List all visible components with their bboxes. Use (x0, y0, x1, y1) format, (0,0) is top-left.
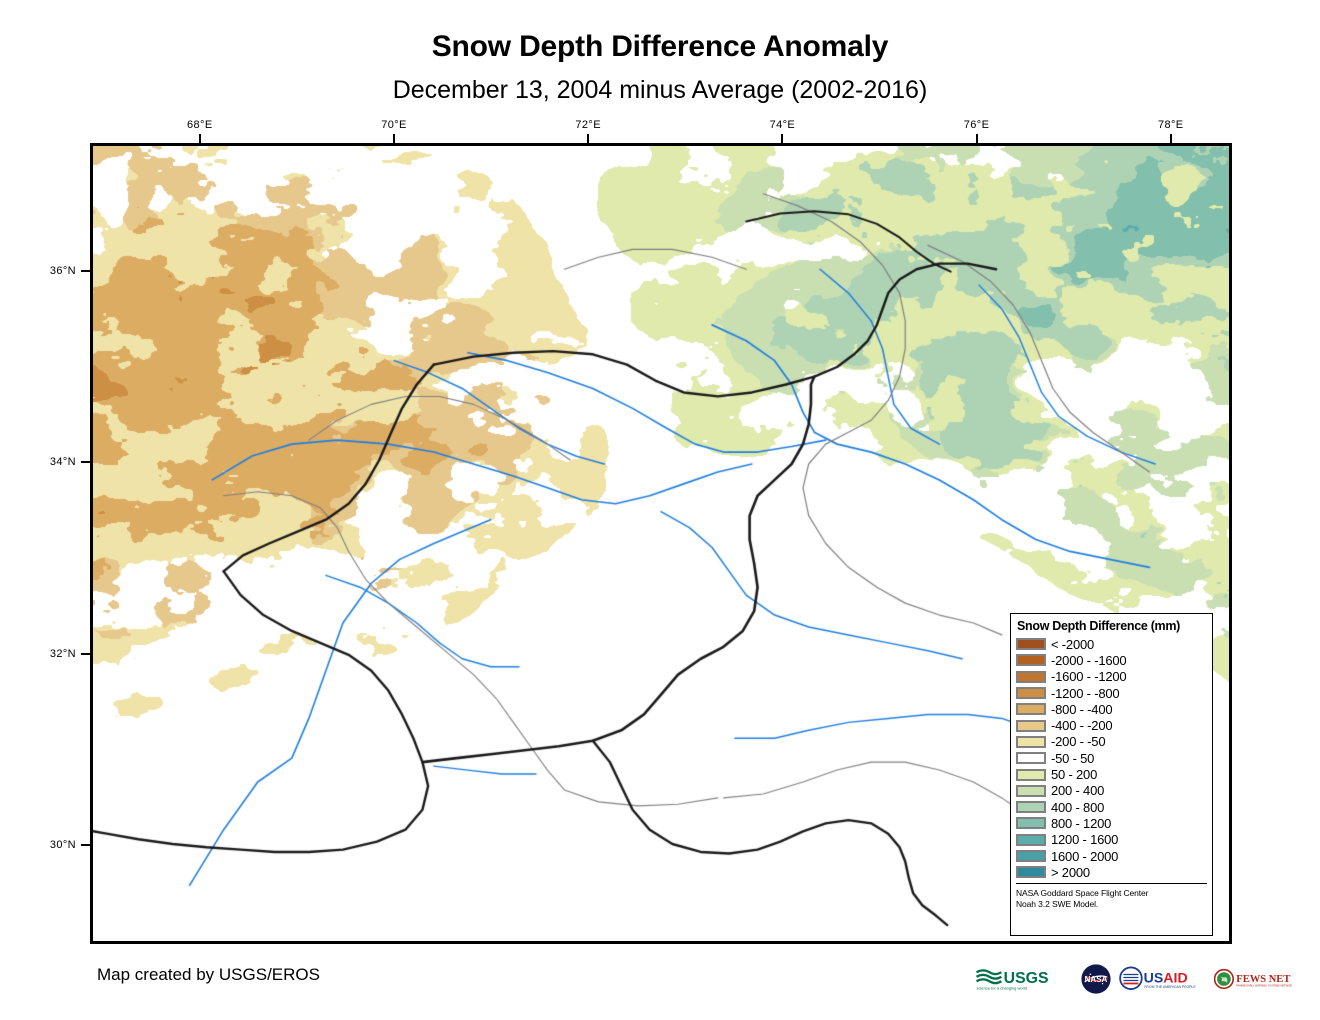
legend-swatch (1016, 784, 1046, 797)
legend-row: < -2000 (1016, 636, 1207, 652)
legend-swatch (1016, 670, 1046, 683)
legend-swatch (1016, 735, 1046, 748)
legend-row: 400 - 800 (1016, 799, 1207, 815)
legend-label: 800 - 1200 (1051, 815, 1112, 831)
legend-footer: NASA Goddard Space Flight Center Noah 3.… (1016, 888, 1207, 910)
legend-row: 1200 - 1600 (1016, 832, 1207, 848)
legend-row: 1600 - 2000 (1016, 848, 1207, 864)
legend-row: -1600 - -1200 (1016, 669, 1207, 685)
page-title: Snow Depth Difference Anomaly (431, 30, 889, 63)
legend-swatch (1016, 801, 1046, 814)
longitude-tick (781, 134, 784, 143)
legend-label: -200 - -50 (1051, 734, 1106, 750)
legend-label: 400 - 800 (1051, 799, 1105, 815)
longitude-tick (587, 134, 590, 143)
map-frame[interactable] (90, 143, 1232, 944)
legend-row: 200 - 400 (1016, 783, 1207, 799)
legend-label: -800 - -400 (1051, 701, 1113, 717)
legend-label: -2000 - -1600 (1051, 652, 1127, 668)
longitude-tick-label: 70°E (381, 119, 407, 131)
legend-row: -2000 - -1600 (1016, 652, 1207, 668)
longitude-tick (198, 134, 201, 143)
svg-text:USAID: USAID (1144, 971, 1188, 987)
longitude-tick (1169, 134, 1172, 143)
longitude-tick-label: 78°E (1157, 119, 1184, 131)
legend-label: 50 - 200 (1051, 767, 1098, 783)
legend-label: -50 - 50 (1051, 750, 1095, 766)
legend-swatch (1016, 638, 1046, 651)
svg-text:FROM THE AMERICAN PEOPLE: FROM THE AMERICAN PEOPLE (1144, 985, 1196, 989)
legend-label: -1200 - -800 (1051, 685, 1120, 701)
legend-row: 50 - 200 (1016, 766, 1207, 782)
latitude-tick (81, 461, 90, 464)
legend-swatch (1016, 719, 1046, 732)
legend-row: -400 - -200 (1016, 717, 1207, 733)
legend-label: -400 - -200 (1051, 718, 1113, 734)
legend-label: 1600 - 2000 (1051, 848, 1119, 864)
nasa-logo: NASA (1081, 964, 1111, 994)
legend-label: > 2000 (1051, 864, 1090, 880)
legend-footer-line1: NASA Goddard Space Flight Center (1016, 888, 1149, 899)
legend-swatch (1016, 752, 1046, 765)
legend-row: 800 - 1200 (1016, 815, 1207, 831)
logo-strip: USGS science for a changing world NASA U… (975, 960, 1292, 998)
svg-text:FEWS NET: FEWS NET (1236, 974, 1290, 985)
svg-text:science for a changing world: science for a changing world (977, 986, 1028, 991)
legend-swatch (1016, 833, 1046, 846)
legend-swatch (1016, 817, 1046, 830)
fewsnet-logo: FEWS NET FAMINE EARLY WARNING SYSTEMS NE… (1214, 968, 1292, 990)
legend-row: -1200 - -800 (1016, 685, 1207, 701)
longitude-tick-label: 76°E (963, 119, 990, 131)
longitude-tick (975, 134, 978, 143)
svg-text:USGS: USGS (1004, 970, 1049, 987)
legend-title: Snow Depth Difference (mm) (1017, 619, 1181, 633)
latitude-tick-label: 36°N (49, 264, 76, 277)
legend-swatch (1016, 687, 1046, 700)
latitude-tick-label: 32°N (49, 647, 76, 660)
legend-panel: Snow Depth Difference (mm) < -2000 -2000 … (1010, 613, 1213, 936)
longitude-tick (392, 134, 395, 143)
legend-row: -800 - -400 (1016, 701, 1207, 717)
legend-swatch (1016, 866, 1046, 879)
page-subtitle: December 13, 2004 minus Average (2002-20… (392, 76, 928, 104)
legend-swatch (1016, 654, 1046, 667)
svg-text:NASA: NASA (1085, 975, 1108, 984)
legend-divider (1016, 883, 1207, 885)
latitude-tick-label: 30°N (49, 839, 76, 852)
latitude-tick-label: 34°N (49, 456, 76, 469)
legend-label: < -2000 (1051, 636, 1095, 652)
latitude-tick (81, 844, 90, 847)
longitude-tick-label: 68°E (187, 119, 213, 131)
usgs-logo: USGS science for a changing world (975, 969, 1049, 991)
map-credit: Map created by USGS/EROS (97, 965, 320, 984)
legend-label: 1200 - 1600 (1051, 832, 1119, 848)
legend-row: -200 - -50 (1016, 734, 1207, 750)
longitude-tick-label: 72°E (575, 119, 601, 131)
legend-footer-line2: Noah 3.2 SWE Model. (1016, 899, 1099, 910)
legend-swatch (1016, 850, 1046, 862)
usaid-logo: USAID FROM THE AMERICAN PEOPLE (1119, 966, 1196, 990)
legend-class-list: < -2000 -2000 - -1600 -1600 - -1200 -1200 -… (1016, 636, 1207, 880)
svg-text:FAMINE EARLY WARNING SYSTEMS N: FAMINE EARLY WARNING SYSTEMS NETWORK (1236, 984, 1292, 987)
latitude-tick (81, 652, 90, 655)
legend-row: > 2000 (1016, 864, 1207, 880)
longitude-tick-label: 74°E (769, 119, 796, 131)
legend-swatch (1016, 768, 1046, 781)
legend-swatch (1016, 703, 1046, 716)
legend-label: -1600 - -1200 (1051, 669, 1127, 685)
legend-row: -50 - 50 (1016, 750, 1207, 766)
latitude-tick (81, 269, 90, 272)
legend-label: 200 - 400 (1051, 783, 1105, 799)
